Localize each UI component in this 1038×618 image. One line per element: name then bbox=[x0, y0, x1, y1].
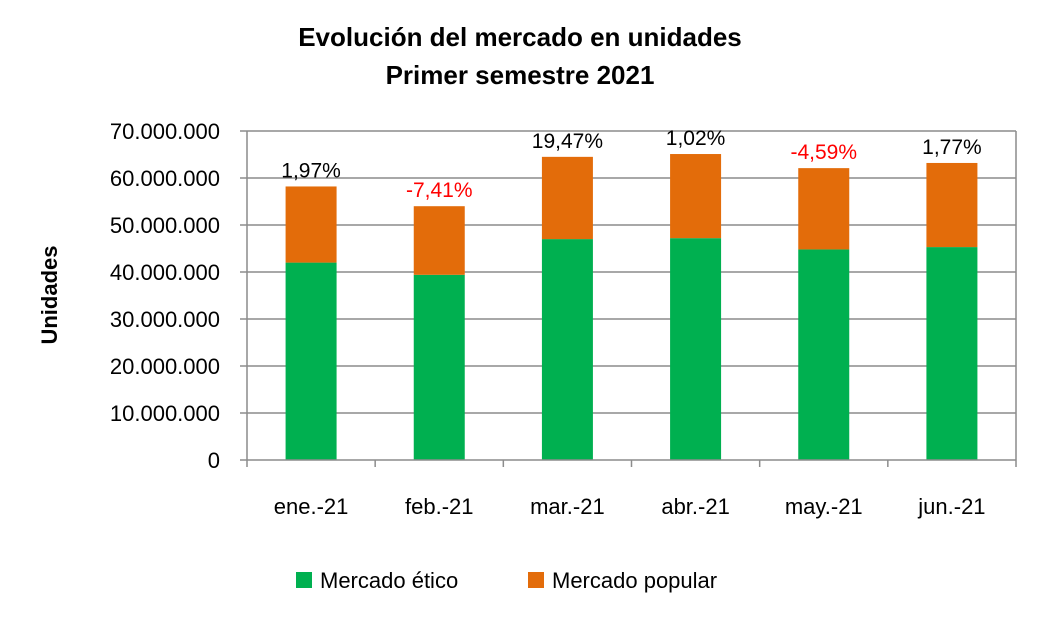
bar-mercado-etico bbox=[798, 249, 850, 460]
data-label: -7,41% bbox=[406, 179, 473, 202]
y-axis-ticks: 0 10.000.000 20.000.000 30.000.000 40.000.00… bbox=[110, 119, 220, 473]
legend-swatch bbox=[296, 572, 312, 588]
bar-mercado-etico bbox=[541, 239, 593, 460]
chart-title: Evolución del mercado en unidades bbox=[298, 22, 742, 52]
bar-mercado-popular bbox=[541, 156, 593, 240]
bars bbox=[285, 154, 978, 460]
category-label: feb.-21 bbox=[405, 494, 474, 519]
category-label: jun.-21 bbox=[917, 494, 985, 519]
bar-mercado-etico bbox=[285, 262, 337, 460]
y-axis-label: Unidades bbox=[37, 245, 62, 344]
bar-mercado-etico bbox=[413, 274, 465, 460]
data-label: 19,47% bbox=[532, 130, 603, 153]
data-label: 1,77% bbox=[922, 136, 982, 159]
category-label: ene.-21 bbox=[274, 494, 349, 519]
bar-mercado-etico bbox=[670, 238, 722, 460]
data-labels: 1,97% -7,41% 19,47% 1,02% -4,59% 1,77% bbox=[281, 127, 981, 202]
bar-mercado-popular bbox=[798, 168, 850, 250]
bar-mercado-popular bbox=[285, 186, 337, 263]
category-labels: ene.-21 feb.-21 mar.-21 abr.-21 may.-21 jun.-… bbox=[274, 494, 986, 519]
y-tick-label: 30.000.000 bbox=[110, 307, 220, 332]
category-label: mar.-21 bbox=[530, 494, 605, 519]
bar-mercado-etico bbox=[926, 247, 978, 460]
bar-mercado-popular bbox=[670, 154, 722, 239]
gridlines bbox=[247, 130, 1017, 460]
y-tick-label: 70.000.000 bbox=[110, 119, 220, 144]
legend-swatch bbox=[528, 572, 544, 588]
y-tick-label: 0 bbox=[208, 448, 220, 473]
legend: Mercado ético Mercado popular bbox=[296, 568, 717, 593]
y-tick-label: 40.000.000 bbox=[110, 260, 220, 285]
data-label: -4,59% bbox=[790, 141, 857, 164]
legend-label: Mercado popular bbox=[552, 568, 717, 593]
y-tick-label: 50.000.000 bbox=[110, 213, 220, 238]
y-tick-label: 20.000.000 bbox=[110, 354, 220, 379]
data-label: 1,02% bbox=[666, 127, 726, 150]
bar-mercado-popular bbox=[413, 206, 465, 275]
bar-mercado-popular bbox=[926, 162, 978, 248]
legend-label: Mercado ético bbox=[320, 568, 458, 593]
category-label: abr.-21 bbox=[661, 494, 730, 519]
chart-subtitle: Primer semestre 2021 bbox=[386, 60, 655, 90]
y-tick-label: 10.000.000 bbox=[110, 401, 220, 426]
y-tick-label: 60.000.000 bbox=[110, 166, 220, 191]
axes bbox=[240, 130, 1017, 467]
data-label: 1,97% bbox=[281, 159, 341, 182]
category-label: may.-21 bbox=[785, 494, 863, 519]
